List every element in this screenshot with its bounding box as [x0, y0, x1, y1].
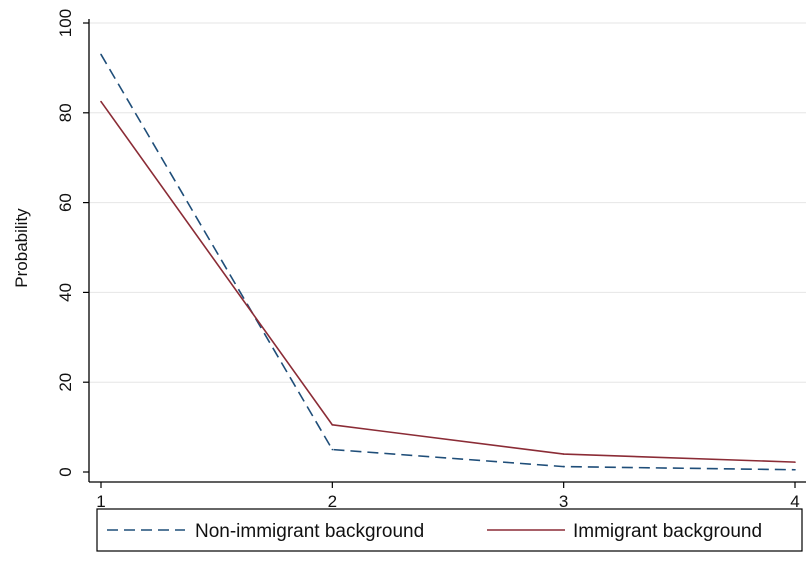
x-tick-label: 2 [328, 492, 337, 511]
y-tick-label: 80 [56, 103, 75, 122]
data-point [331, 448, 334, 451]
axes [88, 19, 806, 483]
data-point [562, 465, 565, 468]
x-ticks: 1 2 3 4 [96, 482, 800, 511]
data-point [794, 468, 796, 471]
legend: Non-immigrant background Immigrant backgr… [96, 508, 803, 552]
x-tick-label: 4 [790, 492, 799, 511]
data-point [562, 453, 565, 455]
data-point [794, 461, 796, 463]
y-ticks: 0 20 40 60 80 100 [56, 9, 89, 477]
y-axis-title: Probability [12, 208, 31, 288]
data-point [100, 100, 102, 103]
legend-box [96, 508, 803, 552]
y-tick-label: 100 [56, 9, 75, 37]
series-lines [100, 53, 796, 471]
series-line-1 [100, 54, 796, 471]
series-line-2 [100, 101, 796, 463]
gridlines [90, 22, 806, 383]
legend-label-1: Non-immigrant background [195, 521, 424, 542]
data-point [100, 53, 102, 56]
legend-label-2: Immigrant background [573, 521, 762, 542]
x-tick-label: 3 [559, 492, 568, 511]
y-tick-label: 0 [56, 467, 75, 476]
y-tick-label: 60 [56, 193, 75, 212]
data-point [331, 424, 334, 426]
y-tick-label: 40 [56, 283, 75, 302]
y-tick-label: 20 [56, 373, 75, 392]
x-tick-label: 1 [96, 492, 105, 511]
